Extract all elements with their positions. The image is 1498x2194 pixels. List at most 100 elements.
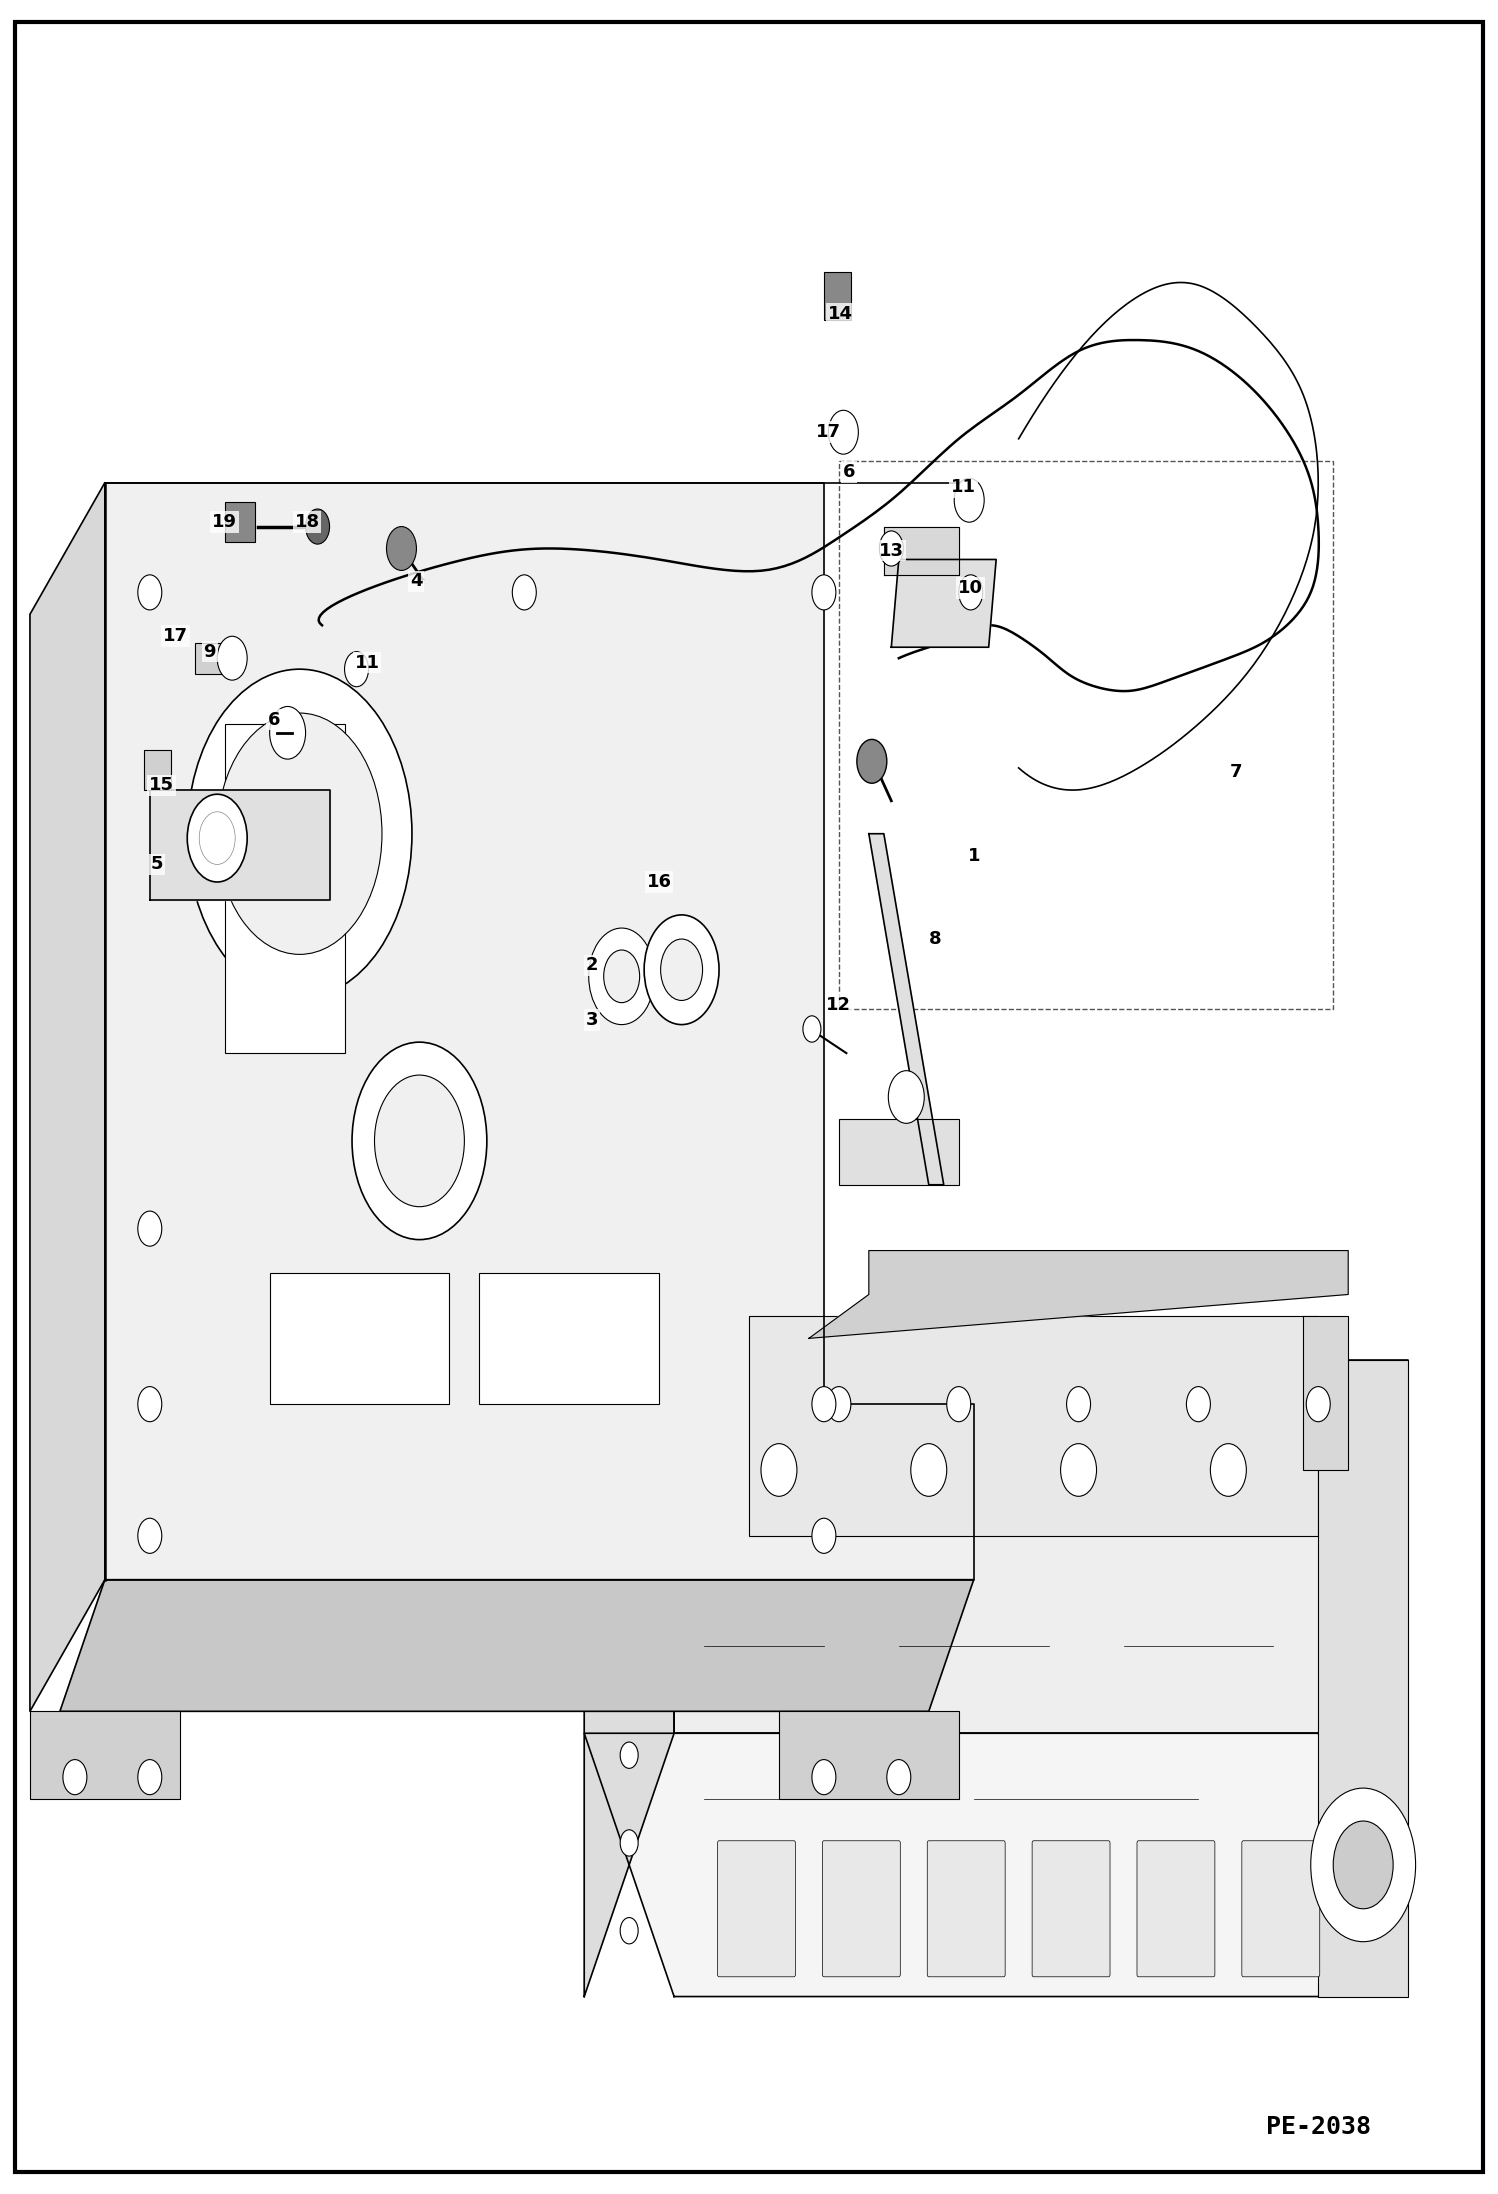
Circle shape bbox=[947, 1387, 971, 1422]
Polygon shape bbox=[674, 1360, 1408, 1733]
Text: 17: 17 bbox=[163, 627, 187, 645]
Circle shape bbox=[1061, 1444, 1097, 1496]
Text: 9: 9 bbox=[204, 643, 216, 660]
Circle shape bbox=[138, 1760, 162, 1795]
Polygon shape bbox=[884, 527, 959, 575]
Polygon shape bbox=[150, 790, 330, 900]
Circle shape bbox=[879, 531, 903, 566]
Circle shape bbox=[803, 1016, 821, 1042]
Circle shape bbox=[138, 1518, 162, 1553]
Circle shape bbox=[138, 1387, 162, 1422]
FancyBboxPatch shape bbox=[1137, 1841, 1215, 1977]
Text: 8: 8 bbox=[929, 930, 941, 948]
Circle shape bbox=[812, 1387, 836, 1422]
Circle shape bbox=[857, 739, 887, 783]
Text: 17: 17 bbox=[816, 423, 840, 441]
Circle shape bbox=[589, 928, 655, 1025]
Text: 6: 6 bbox=[843, 463, 855, 480]
Circle shape bbox=[644, 915, 719, 1025]
Text: 10: 10 bbox=[959, 579, 983, 597]
Text: 5: 5 bbox=[151, 856, 163, 873]
FancyBboxPatch shape bbox=[718, 1841, 795, 1977]
Circle shape bbox=[187, 794, 247, 882]
Circle shape bbox=[1067, 1387, 1091, 1422]
Polygon shape bbox=[60, 1580, 974, 1711]
Circle shape bbox=[1210, 1444, 1246, 1496]
Circle shape bbox=[512, 575, 536, 610]
FancyBboxPatch shape bbox=[927, 1841, 1005, 1977]
Polygon shape bbox=[584, 1360, 674, 1997]
Polygon shape bbox=[584, 1733, 1408, 1997]
FancyBboxPatch shape bbox=[30, 1711, 180, 1799]
FancyBboxPatch shape bbox=[779, 1711, 959, 1799]
Circle shape bbox=[217, 636, 247, 680]
Text: 1: 1 bbox=[968, 847, 980, 864]
FancyBboxPatch shape bbox=[225, 724, 345, 1053]
Polygon shape bbox=[891, 559, 996, 647]
Circle shape bbox=[187, 669, 412, 998]
Text: 4: 4 bbox=[410, 573, 422, 590]
Text: 7: 7 bbox=[1230, 764, 1242, 781]
Circle shape bbox=[954, 478, 984, 522]
Text: 14: 14 bbox=[828, 305, 852, 323]
Polygon shape bbox=[105, 483, 974, 1580]
Circle shape bbox=[270, 706, 306, 759]
Circle shape bbox=[352, 1042, 487, 1240]
FancyBboxPatch shape bbox=[1242, 1841, 1320, 1977]
Circle shape bbox=[620, 1742, 638, 1768]
FancyBboxPatch shape bbox=[225, 502, 255, 542]
Circle shape bbox=[1311, 1788, 1416, 1942]
Circle shape bbox=[138, 575, 162, 610]
Circle shape bbox=[217, 713, 382, 954]
Text: 19: 19 bbox=[213, 513, 237, 531]
FancyBboxPatch shape bbox=[144, 750, 171, 790]
Text: 11: 11 bbox=[355, 654, 379, 671]
Circle shape bbox=[306, 509, 330, 544]
Circle shape bbox=[1333, 1821, 1393, 1909]
FancyBboxPatch shape bbox=[195, 643, 228, 674]
Text: 15: 15 bbox=[150, 777, 174, 794]
FancyBboxPatch shape bbox=[749, 1316, 1318, 1536]
Text: 18: 18 bbox=[295, 513, 319, 531]
Circle shape bbox=[386, 527, 416, 570]
Text: PE-2038: PE-2038 bbox=[1266, 2115, 1371, 2139]
Text: 2: 2 bbox=[586, 957, 598, 974]
FancyBboxPatch shape bbox=[824, 272, 851, 320]
Circle shape bbox=[812, 575, 836, 610]
Circle shape bbox=[620, 1918, 638, 1944]
Circle shape bbox=[959, 575, 983, 610]
FancyBboxPatch shape bbox=[270, 1273, 449, 1404]
Circle shape bbox=[1186, 1387, 1210, 1422]
Text: 6: 6 bbox=[268, 711, 280, 728]
FancyBboxPatch shape bbox=[839, 1119, 959, 1185]
Text: 13: 13 bbox=[879, 542, 903, 559]
Polygon shape bbox=[869, 834, 944, 1185]
Circle shape bbox=[620, 1830, 638, 1856]
Circle shape bbox=[374, 1075, 464, 1207]
Circle shape bbox=[661, 939, 703, 1000]
Polygon shape bbox=[30, 483, 105, 1711]
Text: 12: 12 bbox=[827, 996, 851, 1014]
Circle shape bbox=[1306, 1387, 1330, 1422]
Circle shape bbox=[887, 1760, 911, 1795]
Circle shape bbox=[911, 1444, 947, 1496]
FancyBboxPatch shape bbox=[1318, 1360, 1408, 1997]
Circle shape bbox=[63, 1760, 87, 1795]
FancyBboxPatch shape bbox=[479, 1273, 659, 1404]
Polygon shape bbox=[809, 1251, 1348, 1338]
Circle shape bbox=[812, 1760, 836, 1795]
Circle shape bbox=[827, 1387, 851, 1422]
Circle shape bbox=[761, 1444, 797, 1496]
FancyBboxPatch shape bbox=[1303, 1316, 1348, 1470]
Circle shape bbox=[828, 410, 858, 454]
Text: 16: 16 bbox=[647, 873, 671, 891]
FancyBboxPatch shape bbox=[1032, 1841, 1110, 1977]
Text: 3: 3 bbox=[586, 1011, 598, 1029]
Circle shape bbox=[812, 1518, 836, 1553]
Circle shape bbox=[604, 950, 640, 1003]
Circle shape bbox=[888, 1071, 924, 1123]
Text: 11: 11 bbox=[951, 478, 975, 496]
Circle shape bbox=[345, 652, 369, 687]
Circle shape bbox=[138, 1211, 162, 1246]
FancyBboxPatch shape bbox=[822, 1841, 900, 1977]
